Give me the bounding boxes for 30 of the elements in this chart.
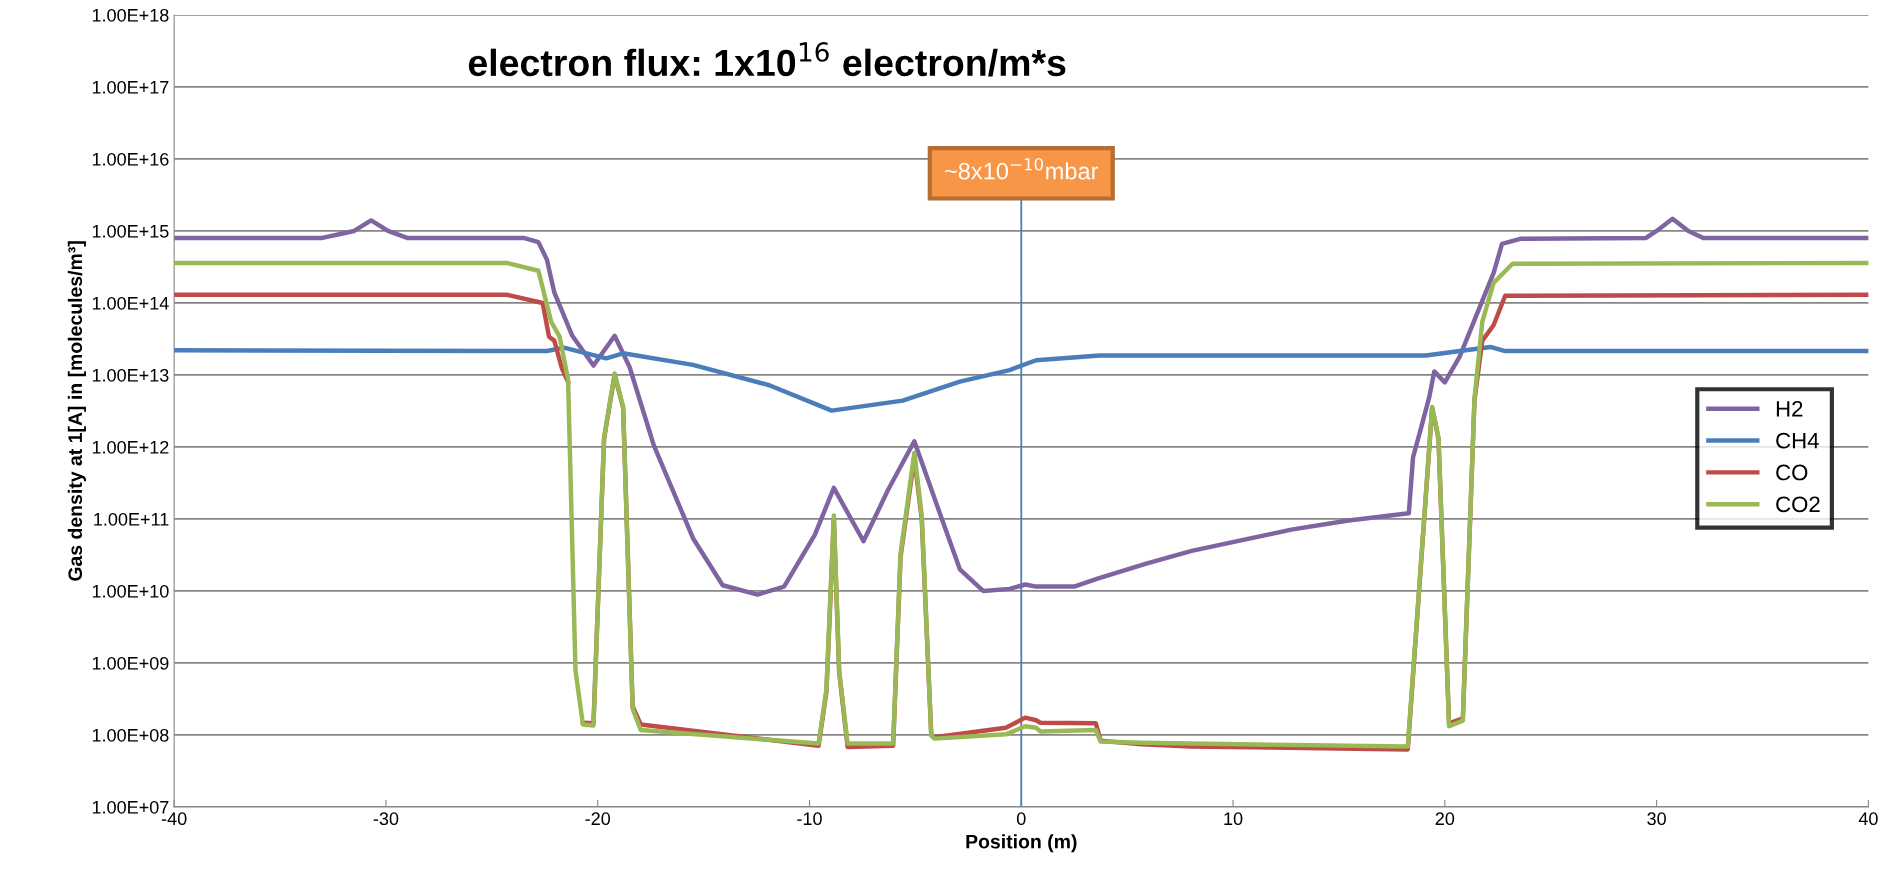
y-tick-label: 1.00E+16 [92,152,169,166]
y-tick-label: 1.00E+15 [92,224,169,238]
y-tick-label: 1.00E+09 [92,656,169,670]
y-tick-label: 1.00E+08 [92,728,169,742]
legend-label: CO [1776,464,1808,481]
y-tick-label: 1.00E+13 [92,368,169,382]
y-tick-label: 1.00E+14 [92,296,169,310]
x-tick-label: 0 [1016,812,1026,826]
x-tick-label: -30 [373,812,399,826]
x-tick-label: 30 [1647,812,1666,826]
x-tick-label: -20 [585,812,611,826]
x-axis-title: Position (m) [966,834,1077,853]
x-tick-label: 10 [1224,812,1243,826]
y-axis-title: Gas density at 1[A] in [molecules/m³] [67,241,86,581]
line-series [174,216,1869,597]
y-tick-label: 1.00E+11 [94,512,169,526]
ref-line-label: ~8x10$^{−10}$mbar [945,157,1099,180]
y-tick-label: 1.00E+07 [92,800,169,814]
text: electron flux: 1x10$^{16}$ electron/m*s [468,42,1066,77]
y-tick-label: 1.00E+18 [92,8,169,22]
x-tick-label: 20 [1435,812,1455,826]
legend-label: H2 [1776,400,1803,417]
x-tick-label: -40 [161,812,187,826]
y-tick-label: 1.00E+17 [92,80,169,94]
legend-label: CH4 [1776,432,1819,449]
legend-label: CO2 [1776,496,1820,513]
y-tick-label: 1.00E+10 [92,584,169,598]
y-tick-label: 1.00E+12 [92,440,169,454]
x-tick-label: -10 [797,812,822,826]
x-tick-label: 40 [1858,812,1878,826]
